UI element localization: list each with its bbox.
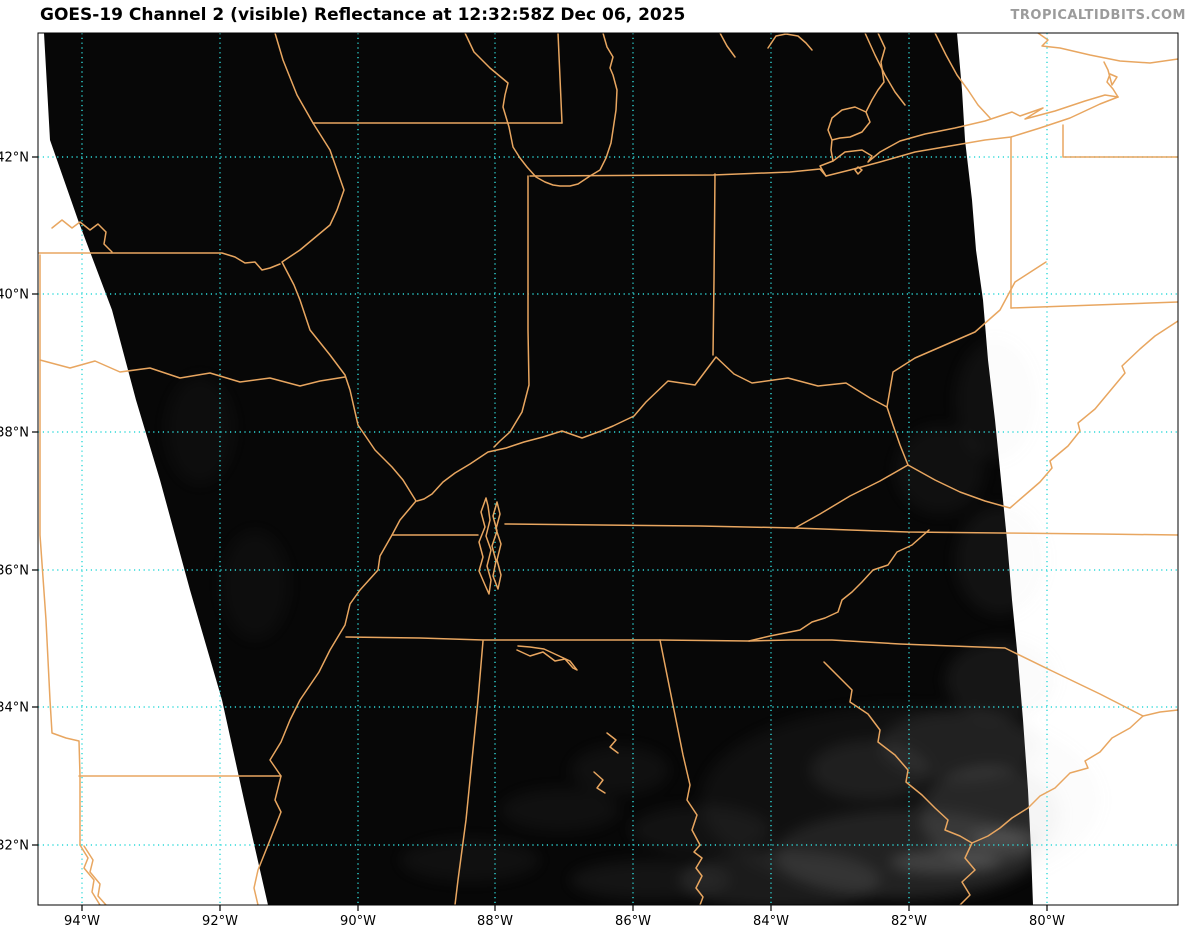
alabama-georgia-border (659, 639, 704, 905)
tennessee-northcarolina-border (748, 529, 930, 642)
cloud-blob (920, 765, 1060, 865)
mississippi-alabama-border (454, 640, 484, 905)
lake-erie-north-shore (819, 94, 1119, 177)
cloud-blob (570, 745, 670, 795)
pelee-island (854, 166, 863, 175)
lon-tick-label: 86°W (615, 914, 651, 929)
lake-barkley (491, 501, 502, 590)
lat-tick-label: 40°N (0, 288, 29, 303)
cloud-blob (970, 828, 1040, 848)
lake-michigan-shoreline (464, 33, 618, 187)
iowa-river (51, 219, 113, 253)
lon-tick-label: 94°W (64, 914, 100, 929)
lake-ontario-south-shore (1037, 33, 1178, 64)
savannah-river (823, 661, 973, 844)
lon-tick-label: 92°W (202, 914, 238, 929)
lat-tick-label: 32°N (0, 839, 29, 854)
kentucky-lake (478, 497, 492, 595)
cloud-blob (955, 340, 1035, 460)
saginaw-bay-shore (767, 33, 813, 51)
lat-tick-label: 36°N (0, 564, 29, 579)
lon-tick-label: 82°W (891, 914, 927, 929)
michigan-wisconsin-water-boundary (557, 33, 563, 124)
michigan-indiana-ohio-border (529, 168, 827, 177)
lat-tick-label: 38°N (0, 426, 29, 441)
atlantic-coastline (959, 709, 1178, 905)
illinois-indiana-border (493, 175, 530, 448)
lake-erie-south-shore (825, 96, 1119, 177)
missouri-kansas-arkansas-western-border (39, 254, 81, 846)
mason-dixon-line (1010, 301, 1178, 309)
lat-tick-label: 42°N (0, 151, 29, 166)
page-title: GOES-19 Channel 2 (visible) Reflectance … (40, 5, 686, 25)
cloud-blob (400, 838, 540, 882)
watermark: TROPICALTIDBITS.COM (1010, 8, 1186, 23)
niagara-river-grand-island (1103, 61, 1119, 98)
missouri-iowa-border (38, 252, 281, 271)
kentucky-virginia-border (794, 464, 909, 529)
axis-ticks (32, 156, 1048, 911)
lon-tick-label: 84°W (753, 914, 789, 929)
michigan-shore-fragment (719, 33, 736, 58)
ontario-river-grand (934, 33, 991, 119)
lat-tick-label: 34°N (0, 701, 29, 716)
lon-tick-label: 88°W (477, 914, 513, 929)
cloud-blob (570, 860, 730, 900)
sabine-river (79, 844, 101, 905)
northcarolina-georgia-southcarolina-border (748, 639, 1144, 717)
indiana-ohio-border (712, 173, 716, 356)
cloud-blob (890, 850, 1000, 874)
ontario-river-thames (864, 33, 906, 106)
smith-lake (606, 732, 619, 754)
lon-tick-label: 80°W (1029, 914, 1065, 929)
tennessee-southern-border (345, 636, 750, 642)
stclair-river-huron-shore (865, 33, 886, 113)
cloud-blob (810, 740, 930, 800)
detroit-river-lake-stclair (827, 106, 871, 162)
toledo-bend-reservoir (83, 845, 107, 905)
westvirginia-virginia-border (907, 320, 1178, 509)
cloud-blob (680, 850, 880, 905)
pennsylvania-newyork-border (1062, 124, 1178, 158)
missouri-river (39, 359, 346, 387)
satellite-data-region (44, 33, 1033, 905)
kentucky-westvirginia-border (886, 406, 909, 466)
lon-tick-label: 90°W (340, 914, 376, 929)
ohio-river (416, 261, 1047, 502)
cloud-blob (220, 530, 290, 640)
kentucky-tennessee-virginia-northcarolina-border (504, 523, 1178, 536)
cloud-blob (165, 375, 235, 485)
mississippi-river (253, 33, 417, 905)
border-layer (38, 33, 1178, 905)
plot-frame (37, 32, 1179, 906)
map-layers (38, 33, 1178, 905)
lake-martin (593, 771, 606, 794)
cloud-blob (945, 640, 1055, 720)
cloud-blob (500, 788, 620, 832)
tennessee-river-lakes-alabama (516, 645, 578, 671)
cloud-blob (630, 805, 770, 855)
cloud-blob (955, 505, 1045, 615)
